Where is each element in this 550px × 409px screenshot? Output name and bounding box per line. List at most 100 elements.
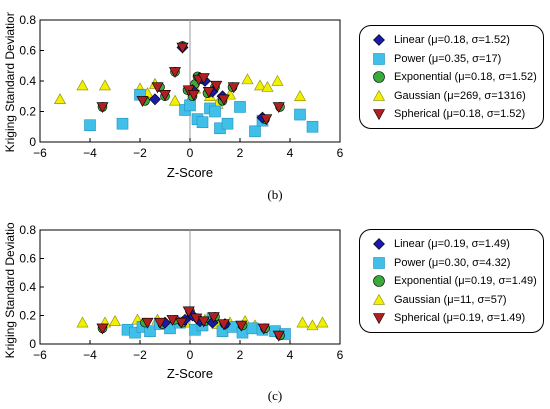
data-point-power — [306, 120, 319, 133]
data-point-spherical — [272, 330, 285, 342]
data-point-gaussian — [76, 79, 89, 91]
data-point-spherical — [257, 323, 270, 335]
legend-label-power: Power (μ=0.30, σ=4.32) — [394, 256, 511, 269]
data-point-power — [144, 325, 156, 337]
triangle-up-marker-icon — [370, 293, 388, 307]
data-point-spherical — [166, 315, 179, 326]
data-point-spherical — [190, 313, 203, 325]
legend-marker-linear — [373, 238, 385, 251]
x-tick-label: 6 — [337, 348, 344, 362]
data-point-spherical — [96, 102, 109, 114]
legend-label-linear: Linear (μ=0.18, σ=1.52) — [394, 34, 510, 47]
data-point-spherical — [260, 114, 273, 126]
data-point-gaussian — [306, 319, 319, 331]
y-tick-label: 0 — [29, 337, 36, 351]
series-spherical — [96, 42, 285, 126]
data-point-gaussian — [168, 94, 182, 106]
y-axis-label: Kriging Standard Deviation — [3, 12, 17, 152]
data-point-spherical — [96, 323, 109, 335]
x-tick-label: −4 — [83, 348, 97, 362]
legend-label-spherical: Spherical (μ=0.18, σ=1.52) — [394, 108, 526, 121]
legend-b: Linear (μ=0.18, σ=1.52) Power (μ=0.35, σ… — [359, 25, 544, 129]
data-point-gaussian — [253, 79, 267, 91]
x-tick-label: 4 — [287, 146, 294, 160]
legend-item-gaussian: Gaussian (μ=269, σ=1316) — [370, 87, 543, 106]
data-point-power — [196, 116, 209, 128]
legend-item-power: Power (μ=0.35, σ=17) — [370, 50, 543, 69]
data-point-power — [209, 105, 221, 118]
legend-label-gaussian: Gaussian (μ=269, σ=1316) — [394, 89, 526, 102]
data-point-spherical — [227, 82, 240, 94]
x-tick-label: −6 — [33, 348, 47, 362]
data-point-gaussian — [98, 79, 112, 91]
x-tick-label: 6 — [337, 146, 344, 160]
y-tick-label: 0 — [29, 135, 36, 149]
legend-label-exponential: Exponential (μ=0.18, σ=1.52) — [394, 71, 537, 84]
data-point-spherical — [176, 42, 189, 54]
data-point-spherical — [197, 73, 210, 85]
data-point-gaussian — [261, 80, 274, 92]
diamond-marker-icon — [370, 33, 388, 47]
data-point-spherical — [217, 319, 230, 331]
y-tick-label: 0.6 — [19, 252, 36, 266]
triangle-down-marker-icon — [370, 107, 388, 121]
x-tick-label: 0 — [187, 146, 194, 160]
chart-panel-c: −6 −4 −2 0 2 4 6 0 0.2 0.4 0.6 0.8 Z-Score Kriging St… — [0, 222, 550, 402]
panel-label-c: (c) — [267, 388, 283, 403]
legend-marker-exponential — [373, 275, 385, 288]
series-gaussian — [53, 73, 307, 109]
data-point-gaussian — [53, 93, 67, 104]
y-tick-label: 0.8 — [19, 223, 36, 237]
scatter-plot-c: −6 −4 −2 0 2 4 6 0 0.2 0.4 0.6 0.8 Z-Score Kriging St… — [3, 222, 344, 381]
data-point-gaussian — [316, 316, 329, 328]
data-point-spherical — [210, 80, 223, 92]
data-point-spherical — [153, 317, 167, 329]
data-point-spherical — [197, 316, 210, 328]
legend-item-spherical: Spherical (μ=0.18, σ=1.52) — [370, 105, 543, 124]
legend-item-exponential: Exponential (μ=0.19, σ=1.49) — [370, 272, 543, 291]
circle-marker-icon — [370, 274, 388, 288]
x-tick-label: −2 — [133, 146, 147, 160]
legend-c: Linear (μ=0.19, σ=1.49) Power (μ=0.30, σ… — [359, 229, 544, 333]
data-point-spherical — [182, 306, 195, 318]
legend-label-spherical: Spherical (μ=0.19, σ=1.49) — [394, 312, 526, 325]
data-point-gaussian — [271, 74, 284, 86]
data-point-gaussian — [293, 90, 307, 101]
y-tick-label: 0.2 — [19, 309, 36, 323]
data-point-power — [221, 117, 234, 130]
chart-panel-b: −6 −4 −2 0 2 4 6 0 0.2 0.4 0.6 0.8 Z-Score Kriging St… — [0, 12, 550, 192]
legend-item-linear: Linear (μ=0.19, σ=1.49) — [370, 235, 543, 254]
legend-item-gaussian: Gaussian (μ=11, σ=57) — [370, 291, 543, 310]
x-tick-label: 4 — [287, 348, 294, 362]
circle-marker-icon — [370, 70, 388, 84]
square-marker-icon — [370, 52, 388, 66]
series-exponential — [97, 41, 285, 124]
legend-item-linear: Linear (μ=0.18, σ=1.52) — [370, 31, 543, 50]
x-axis-label: Z-Score — [167, 366, 213, 381]
legend-marker-power — [373, 256, 385, 269]
data-point-spherical — [158, 90, 172, 101]
data-point-spherical — [207, 312, 220, 324]
legend-label-gaussian: Gaussian (μ=11, σ=57) — [394, 293, 507, 306]
legend-marker-gaussian — [372, 89, 386, 101]
legend-item-exponential: Exponential (μ=0.18, σ=1.52) — [370, 68, 543, 87]
legend-marker-gaussian — [372, 293, 386, 305]
x-axis-label: Z-Score — [167, 165, 213, 180]
data-point-spherical — [187, 90, 200, 101]
legend-marker-spherical — [372, 313, 386, 325]
legend-marker-spherical — [372, 109, 386, 121]
y-tick-label: 0.8 — [19, 13, 36, 27]
data-point-spherical — [168, 67, 182, 78]
data-point-power — [116, 117, 129, 130]
legend-label-exponential: Exponential (μ=0.19, σ=1.49) — [394, 275, 537, 288]
data-point-spherical — [202, 86, 215, 98]
legend-label-power: Power (μ=0.35, σ=17) — [394, 52, 502, 65]
x-tick-label: 2 — [237, 348, 244, 362]
legend-label-linear: Linear (μ=0.19, σ=1.49) — [394, 238, 510, 251]
legend-item-power: Power (μ=0.30, σ=4.32) — [370, 254, 543, 273]
data-point-spherical — [175, 317, 188, 329]
x-tick-label: −2 — [133, 348, 147, 362]
data-point-spherical — [217, 94, 230, 106]
data-point-gaussian — [296, 316, 309, 328]
data-point-power — [249, 125, 261, 138]
